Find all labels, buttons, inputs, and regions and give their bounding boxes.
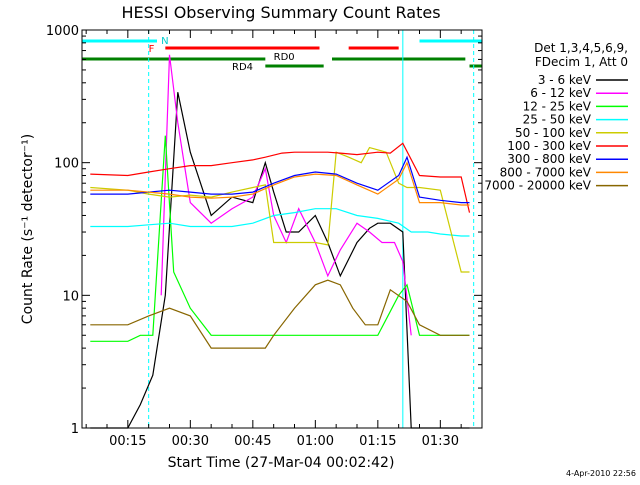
legend-label-3: 25 - 50 keV: [523, 113, 592, 127]
series-line-7: [90, 161, 470, 206]
legend-label-7: 800 - 7000 keV: [500, 165, 592, 179]
y-tick-label: 100: [54, 157, 79, 172]
flag-label-rd4: RD4: [232, 62, 253, 73]
flag-label-rd0: RD0: [274, 52, 295, 63]
series-line-1: [160, 54, 412, 336]
plot-frame: [81, 29, 483, 429]
date-stamp: 4-Apr-2010 22:56: [566, 469, 636, 478]
x-tick-label: 00:45: [234, 434, 271, 449]
y-tick-label: 1: [71, 422, 79, 437]
axes: 1 10 100 1000 00:15 00:30 00:45 01:00 01:15 01:30: [46, 24, 482, 449]
legend-header-1: Det 1,3,4,5,6,9,: [534, 41, 628, 55]
legend-label-0: 3 - 6 keV: [538, 73, 592, 87]
x-tick-label: 01:15: [359, 434, 396, 449]
y-tick-label: 10: [62, 289, 79, 304]
legend-label-1: 6 - 12 keV: [530, 86, 592, 100]
series-line-0: [90, 92, 470, 429]
x-tick-label: 00:30: [172, 434, 209, 449]
y-axis-label: Count Rate (s⁻¹ detector⁻¹): [20, 134, 36, 324]
legend: Det 1,3,4,5,6,9, FDecim 1, Att 0 3 - 6 k…: [484, 41, 628, 193]
x-tick-label: 00:15: [109, 434, 146, 449]
legend-label-4: 50 - 100 keV: [515, 126, 592, 140]
flag-label-n: N: [161, 36, 168, 47]
x-tick-label: 01:30: [422, 434, 459, 449]
chart-title: HESSI Observing Summary Count Rates: [121, 3, 440, 22]
legend-label-5: 100 - 300 keV: [507, 139, 591, 153]
series-line-4: [90, 146, 470, 273]
x-tick-label: 01:00: [297, 434, 334, 449]
y-tick-label: 1000: [46, 24, 79, 39]
flag-label-f: F: [149, 44, 155, 55]
legend-label-8: 7000 - 20000 keV: [484, 179, 591, 193]
series-line-6: [90, 155, 470, 204]
legend-label-6: 300 - 800 keV: [507, 152, 591, 166]
legend-label-2: 12 - 25 keV: [523, 99, 592, 113]
series-line-8: [90, 279, 470, 349]
series-line-3: [90, 208, 470, 237]
plot-area: NF RD0 RD4: [82, 30, 482, 429]
x-axis-label: Start Time (27-Mar-04 00:02:42): [168, 455, 395, 471]
series-line-5: [90, 142, 471, 213]
legend-header-2: FDecim 1, Att 0: [535, 55, 628, 69]
